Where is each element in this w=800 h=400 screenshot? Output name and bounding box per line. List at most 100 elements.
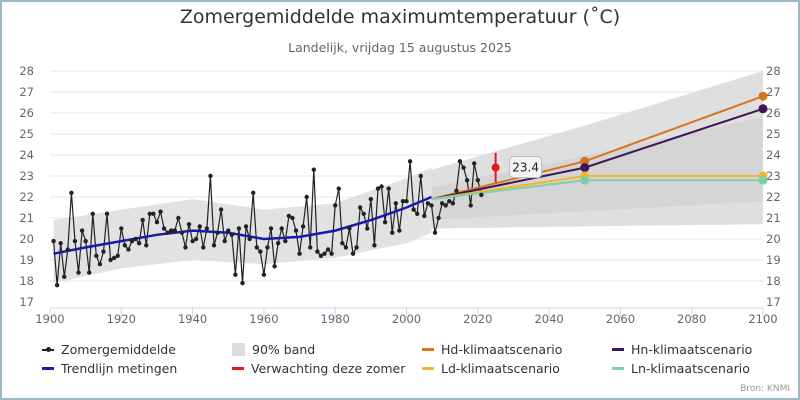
point-zomergemiddelde [400, 199, 406, 204]
legend-label: Verwachting deze zomer [251, 361, 406, 376]
x-tick-label: 1900 [35, 312, 64, 326]
y-tick-label-right: 25 [766, 127, 781, 141]
point-zomergemiddelde [258, 249, 263, 254]
point-zomergemiddelde [197, 224, 202, 229]
point-zomergemiddelde [347, 226, 352, 231]
point-zomergemiddelde [414, 211, 420, 216]
point-zomergemiddelde [404, 199, 409, 204]
point-zomergemiddelde [308, 245, 313, 250]
point-zomergemiddelde [472, 161, 477, 166]
legend-swatch-line [612, 367, 624, 370]
point-zomergemiddelde [268, 226, 274, 231]
point-zomergemiddelde [229, 232, 235, 237]
y-tick-label-right: 24 [766, 148, 781, 162]
point-zomergemiddelde [140, 217, 145, 223]
point-zomergemiddelde [450, 201, 456, 206]
y-tick-label-left: 21 [19, 211, 34, 225]
point-zomergemiddelde [443, 203, 448, 208]
legend-swatch-line [42, 367, 54, 370]
point-zomergemiddelde [193, 236, 199, 242]
x-tick-label: 2080 [677, 312, 706, 326]
point-zomergemiddelde [461, 165, 466, 170]
point-ln-klimaatscenario [758, 175, 768, 185]
point-zomergemiddelde [101, 249, 106, 254]
point-zomergemiddelde [236, 226, 242, 231]
point-zomergemiddelde [407, 159, 413, 164]
y-tick-label-right: 17 [766, 295, 781, 309]
x-tick-label: 1920 [107, 312, 136, 326]
band-scenario-inner [431, 117, 763, 220]
legend-label: Zomergemiddelde [61, 342, 176, 357]
legend-item[interactable]: Zomergemiddelde [42, 342, 176, 357]
point-zomergemiddelde [144, 243, 149, 248]
point-zomergemiddelde [311, 167, 317, 172]
point-zomergemiddelde [158, 209, 163, 214]
x-tick-label: 2060 [606, 312, 635, 326]
legend-label: Hn-klimaatscenario [631, 342, 753, 357]
forecast-point [491, 163, 500, 172]
point-zomergemiddelde [208, 173, 213, 179]
point-zomergemiddelde [54, 283, 60, 288]
point-hn-klimaatscenario [758, 104, 768, 114]
point-zomergemiddelde [372, 243, 377, 248]
point-zomergemiddelde [382, 220, 388, 225]
point-zomergemiddelde [368, 196, 374, 202]
point-zomergemiddelde [233, 272, 238, 277]
y-tick-label-right: 27 [766, 85, 781, 99]
legend-item[interactable]: Verwachting deze zomer [232, 361, 405, 376]
legend-swatch-dotline [42, 346, 54, 352]
point-zomergemiddelde [211, 243, 217, 248]
y-tick-label-left: 23 [19, 169, 34, 183]
point-zomergemiddelde [300, 224, 306, 229]
legend-label: Trendlijn metingen [61, 361, 178, 376]
point-zomergemiddelde [293, 228, 299, 233]
point-zomergemiddelde [265, 245, 270, 250]
point-zomergemiddelde [386, 186, 391, 191]
legend-label: Ld-klimaatscenario [441, 361, 560, 376]
point-zomergemiddelde [397, 228, 402, 233]
point-zomergemiddelde [286, 213, 292, 219]
y-tick-label-right: 26 [766, 106, 781, 120]
point-ln-klimaatscenario [580, 175, 590, 185]
point-zomergemiddelde [329, 251, 334, 256]
legend-item[interactable]: Hd-klimaatscenario [422, 342, 562, 357]
point-zomergemiddelde [226, 228, 231, 233]
point-zomergemiddelde [375, 186, 381, 191]
point-zomergemiddelde [62, 274, 67, 279]
point-zomergemiddelde [254, 245, 259, 250]
point-zomergemiddelde [340, 241, 345, 246]
series-markers [51, 91, 768, 288]
point-zomergemiddelde [108, 257, 113, 263]
y-tick-label-right: 20 [766, 232, 781, 246]
x-tick-label: 2000 [392, 312, 421, 326]
point-zomergemiddelde [275, 241, 281, 246]
legend-item[interactable]: Trendlijn metingen [42, 361, 177, 376]
point-zomergemiddelde [247, 236, 252, 242]
point-zomergemiddelde [357, 205, 363, 210]
forecast-label: 23.4 [512, 161, 539, 175]
point-zomergemiddelde [436, 215, 441, 221]
point-zomergemiddelde [115, 253, 120, 258]
legend-item[interactable]: Hn-klimaatscenario [612, 342, 752, 357]
legend-item[interactable]: 90% band [232, 342, 315, 357]
x-tick-label: 2040 [534, 312, 563, 326]
point-zomergemiddelde [251, 190, 256, 195]
legend-item[interactable]: Ln-klimaatscenario [612, 361, 750, 376]
point-zomergemiddelde [172, 228, 177, 233]
point-zomergemiddelde [126, 247, 131, 252]
point-zomergemiddelde [379, 184, 384, 189]
chart-subtitle: Landelijk, vrijdag 15 augustus 2025 [288, 40, 512, 55]
point-zomergemiddelde [365, 226, 370, 231]
point-zomergemiddelde [83, 238, 88, 244]
point-zomergemiddelde [161, 226, 167, 231]
point-zomergemiddelde [65, 247, 71, 252]
point-zomergemiddelde [133, 236, 138, 242]
point-zomergemiddelde [111, 255, 117, 261]
y-tick-label-left: 25 [19, 127, 34, 141]
point-zomergemiddelde [475, 178, 480, 183]
point-zomergemiddelde [201, 245, 206, 250]
legend-item[interactable]: Ld-klimaatscenario [422, 361, 560, 376]
point-zomergemiddelde [464, 178, 470, 183]
point-zomergemiddelde [361, 211, 366, 216]
